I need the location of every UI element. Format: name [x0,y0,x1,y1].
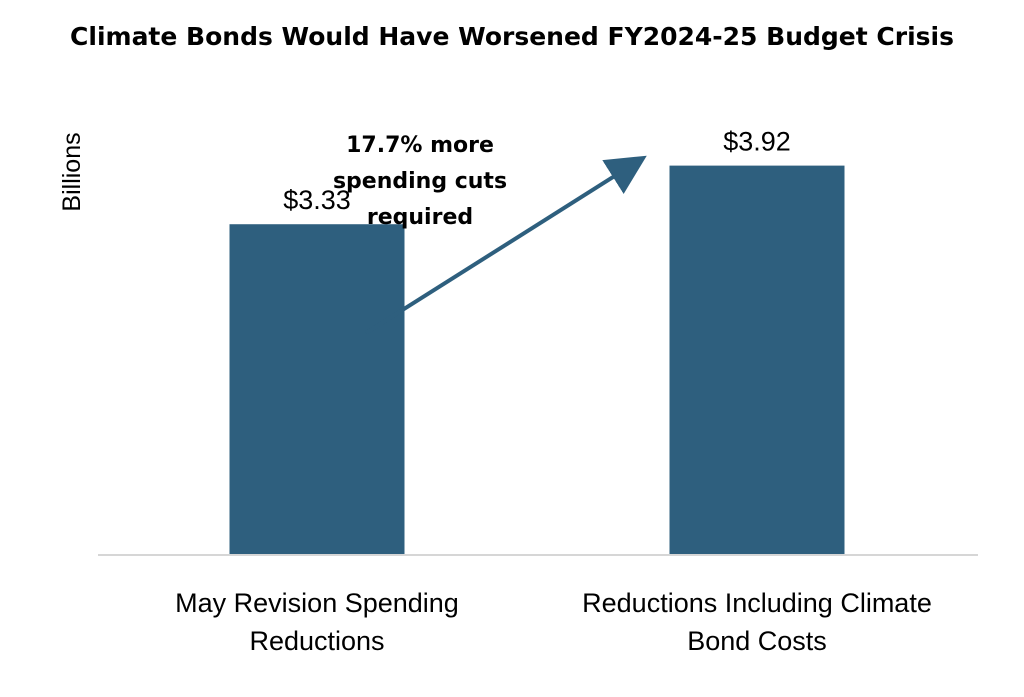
bar-2 [669,165,845,555]
annotation-group: 17.7% more spending cuts required [333,133,507,230]
category-label-2-line-2: Bond Costs [687,626,827,656]
data-label-1: $3.33 [283,185,351,215]
annotation-line-1: 17.7% more [346,133,494,158]
data-label-2: $3.92 [723,127,791,157]
y-axis-label: Billions [58,132,86,211]
annotation-line-2: spending cuts [333,169,507,194]
category-label-1-line-2: Reductions [249,626,384,656]
chart-title: Climate Bonds Would Have Worsened FY2024… [70,22,954,51]
bar-1 [229,224,405,555]
category-label-1-line-1: May Revision Spending [175,588,459,618]
category-label-2-line-1: Reductions Including Climate [582,588,932,618]
annotation-arrow [364,155,647,335]
annotation-line-3: required [367,205,473,230]
bars-group: $3.33 May Revision Spending Reductions $3.9… [175,127,932,656]
